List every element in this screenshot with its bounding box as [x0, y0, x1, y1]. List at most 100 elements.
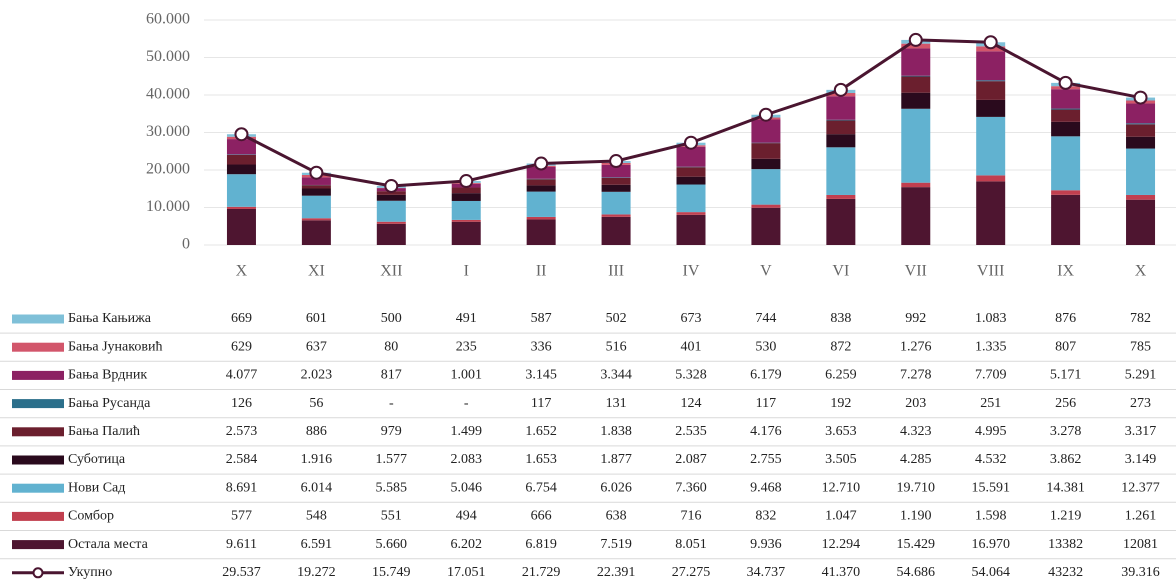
bar-segment — [826, 198, 856, 245]
total-marker — [459, 174, 474, 189]
table-cell: 3.505 — [825, 452, 857, 467]
bar-segment — [601, 214, 631, 217]
table-cell: 6.179 — [750, 368, 782, 383]
table-cell: 29.537 — [222, 565, 261, 580]
legend-label: Сомбор — [68, 509, 114, 524]
table-cell: 979 — [381, 424, 402, 439]
bar-segment — [826, 119, 856, 121]
bar-segment — [1126, 123, 1156, 125]
total-marker — [908, 32, 923, 47]
table-cell: 235 — [456, 339, 477, 354]
table-cell: 1.261 — [1125, 509, 1157, 524]
bar-segment — [976, 181, 1006, 245]
table-cell: 782 — [1130, 311, 1151, 326]
y-tick-label: 0 — [182, 236, 190, 253]
bar-segment — [751, 169, 781, 205]
bar-segment — [751, 207, 781, 245]
legend-swatch — [12, 370, 64, 380]
table-cell: 15.749 — [372, 565, 411, 580]
table-cell: 2.755 — [750, 452, 782, 467]
table-cell: 12.294 — [822, 537, 861, 552]
bar-segment — [601, 191, 631, 215]
table-cell: 1.276 — [900, 339, 932, 354]
table-cell: 8.051 — [675, 537, 707, 552]
bar-segment — [901, 92, 931, 109]
table-cell: 21.729 — [522, 565, 561, 580]
table-cell: 587 — [531, 311, 552, 326]
table-cell: 131 — [606, 396, 627, 411]
total-marker — [609, 154, 624, 169]
legend-label: Нови Сад — [68, 480, 125, 495]
table-cell: 34.737 — [747, 565, 786, 580]
table-cell: 876 — [1055, 311, 1076, 326]
table-cell: 807 — [1055, 339, 1076, 354]
table-cell: 54.686 — [897, 565, 936, 580]
bar-segment — [301, 195, 331, 219]
table-cell: 1.838 — [600, 424, 632, 439]
table-cell: 9.611 — [226, 537, 257, 552]
bar-segment — [826, 96, 856, 120]
table-cell: 14.381 — [1046, 480, 1085, 495]
table-cell: 1.877 — [600, 452, 632, 467]
table-cell: 19.710 — [897, 480, 936, 495]
table-cell: 4.323 — [900, 424, 932, 439]
bar-segment — [1051, 190, 1081, 195]
bar-segment — [1051, 108, 1081, 110]
bar-segment — [526, 219, 556, 245]
table-cell: 117 — [756, 396, 776, 411]
bar-segment — [976, 99, 1006, 117]
y-tick-label: 30.000 — [146, 123, 190, 140]
legend-label: Суботица — [68, 452, 126, 467]
bar-segment — [676, 167, 706, 177]
bar-segment — [301, 185, 331, 189]
table-cell: 5.660 — [376, 537, 408, 552]
bar-segment — [376, 194, 406, 201]
bar-segment — [751, 204, 781, 208]
table-cell: 43232 — [1048, 565, 1083, 580]
table-cell: 12.377 — [1121, 480, 1160, 495]
bar-segment — [1126, 148, 1156, 195]
total-marker — [234, 127, 249, 142]
table-cell: 7.360 — [675, 480, 707, 495]
bar-segment — [226, 139, 256, 155]
bar-segment — [376, 223, 406, 245]
table-cell: 5.171 — [1050, 368, 1082, 383]
table-cell: 548 — [306, 509, 327, 524]
bar-segment — [676, 212, 706, 215]
table-cell: 491 — [456, 311, 477, 326]
x-tick-label: X — [1135, 263, 1147, 280]
table-cell: 629 — [231, 339, 252, 354]
bar-segment — [1126, 194, 1156, 200]
bar-segment — [976, 80, 1006, 82]
table-cell: 4.077 — [226, 368, 258, 383]
y-tick-label: 60.000 — [146, 11, 190, 28]
bar-segment — [976, 81, 1006, 100]
bar-segment — [1051, 89, 1081, 109]
table-cell: 494 — [456, 509, 477, 524]
bar-segment — [226, 164, 256, 175]
x-tick-label: VII — [905, 263, 927, 280]
table-cell: 54.064 — [971, 565, 1010, 580]
table-cell: 15.429 — [897, 537, 936, 552]
bar-segment — [976, 51, 1006, 81]
legend-swatch — [12, 342, 64, 352]
table-cell: - — [464, 396, 469, 411]
table-cell: 530 — [755, 339, 776, 354]
table-cell: 1.219 — [1050, 509, 1082, 524]
table-cell: 2.023 — [301, 368, 333, 383]
bar-segment — [751, 119, 781, 143]
bar-segment — [601, 164, 631, 178]
legend-label: Остала места — [68, 537, 149, 552]
legend-label: Бања Јунаковић — [68, 339, 162, 354]
table-cell: 41.370 — [822, 565, 861, 580]
bar-segment — [1051, 121, 1081, 137]
table-cell: 56 — [309, 396, 323, 411]
total-marker — [758, 107, 773, 122]
bar-segment — [901, 75, 931, 77]
legend-label: Бања Кањижа — [68, 311, 152, 326]
table-cell: 817 — [381, 368, 402, 383]
bar-segment — [901, 108, 931, 183]
table-cell: 1.598 — [975, 509, 1007, 524]
table-cell: 336 — [531, 339, 552, 354]
table-cell: 577 — [231, 509, 252, 524]
